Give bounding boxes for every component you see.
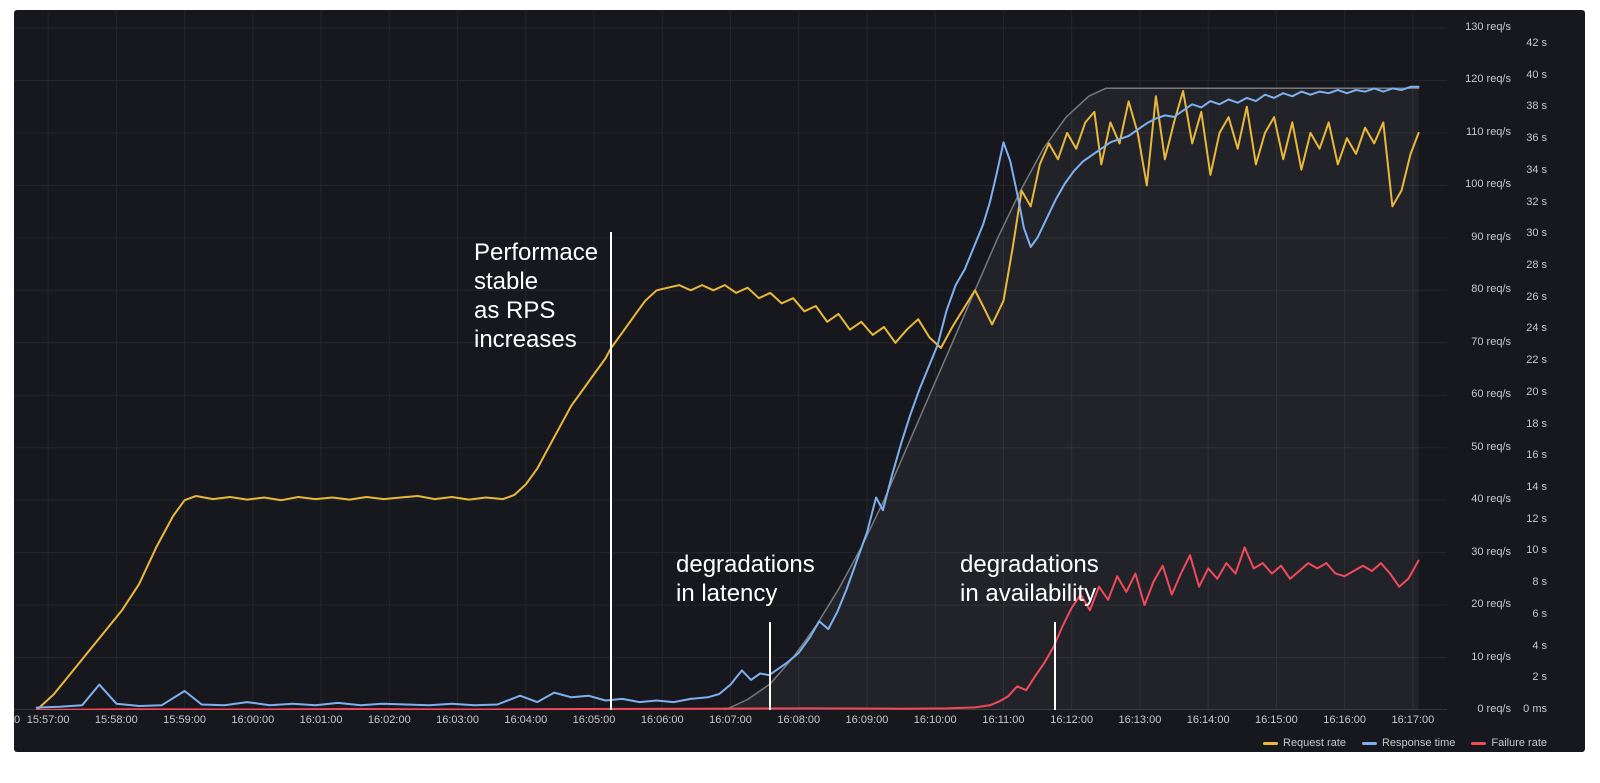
x-tick-label: 16:09:00 bbox=[845, 714, 889, 726]
y-tick-label: 2 s bbox=[1532, 671, 1547, 684]
y-tick-label: 28 s bbox=[1526, 259, 1547, 271]
chart-plot-area[interactable]: Performace stable as RPS increases degradati… bbox=[14, 10, 1447, 710]
y-tick-label: 130 req/s bbox=[1465, 21, 1511, 33]
x-axis: 0 15:57:00 15:58:00 15:59:00 16:00:00 16:01:0… bbox=[14, 714, 1474, 730]
x-tick-label: 15:58:00 bbox=[94, 714, 138, 726]
y-tick-label: 34 s bbox=[1526, 163, 1547, 176]
x-tick-label: 15:59:00 bbox=[163, 714, 207, 726]
timeseries-chart bbox=[14, 10, 1447, 710]
y-tick-label: 38 s bbox=[1526, 100, 1547, 113]
legend-label: Request rate bbox=[1283, 737, 1346, 749]
y-tick-label: 0 req/s bbox=[1477, 703, 1511, 715]
y-tick-label: 24 s bbox=[1526, 322, 1547, 335]
legend-item[interactable]: Failure rate bbox=[1471, 737, 1547, 749]
y-tick-label: 6 s bbox=[1532, 607, 1547, 620]
legend-label: Failure rate bbox=[1491, 737, 1547, 749]
x-tick-label: 16:13:00 bbox=[1118, 714, 1162, 726]
x-tick-label: 16:01:00 bbox=[299, 714, 343, 726]
x-tick-label: 16:08:00 bbox=[777, 714, 821, 726]
legend: Request rate Response time Failure rate bbox=[1263, 737, 1547, 749]
series-request-rate bbox=[35, 90, 1420, 710]
x-tick-label: 16:07:00 bbox=[709, 714, 752, 726]
y-tick-label: 90 req/s bbox=[1471, 230, 1511, 243]
metrics-panel: Performace stable as RPS increases degradati… bbox=[14, 10, 1585, 752]
x-tick-label: 16:10:00 bbox=[913, 714, 957, 726]
series-response-time bbox=[35, 85, 1420, 709]
x-tick-label: 16:04:00 bbox=[504, 714, 548, 726]
x-tick-label: 0 bbox=[14, 714, 21, 726]
y-tick-label: 18 s bbox=[1526, 417, 1547, 430]
y-tick-label: 110 req/s bbox=[1465, 125, 1511, 138]
legend-swatch bbox=[1263, 741, 1278, 745]
x-tick-label: 16:06:00 bbox=[640, 714, 684, 726]
y-tick-label: 14 s bbox=[1526, 481, 1547, 493]
legend-swatch bbox=[1361, 741, 1377, 745]
x-tick-label: 16:11:00 bbox=[982, 714, 1025, 726]
x-tick-label: 16:03:00 bbox=[436, 714, 479, 726]
y-tick-label: 8 s bbox=[1532, 576, 1547, 589]
legend-label: Response time bbox=[1381, 737, 1456, 749]
y-tick-label: 30 req/s bbox=[1471, 545, 1511, 558]
y-tick-label: 22 s bbox=[1526, 354, 1547, 367]
y-tick-label: 36 s bbox=[1526, 132, 1547, 145]
series-fill bbox=[724, 88, 1419, 710]
series-failure-rate bbox=[35, 546, 1420, 710]
x-tick-label: 16:17:00 bbox=[1391, 714, 1435, 726]
y-tick-label: 70 req/s bbox=[1471, 335, 1511, 348]
y-tick-label: 20 s bbox=[1526, 385, 1547, 398]
y-tick-label: 20 req/s bbox=[1471, 598, 1511, 611]
y-tick-label: 50 req/s bbox=[1471, 440, 1511, 453]
legend-item[interactable]: Request rate bbox=[1263, 737, 1346, 749]
x-tick-label: 16:12:00 bbox=[1050, 714, 1094, 726]
y-tick-label: 26 s bbox=[1526, 290, 1547, 303]
y-tick-label: 12 s bbox=[1526, 512, 1547, 525]
y-tick-label: 80 req/s bbox=[1471, 283, 1511, 296]
y-tick-label: 120 req/s bbox=[1465, 73, 1511, 86]
y-tick-label: 30 s bbox=[1526, 227, 1547, 240]
legend-swatch bbox=[1471, 741, 1487, 745]
y-tick-label: 40 s bbox=[1526, 68, 1547, 81]
y-tick-label: 4 s bbox=[1532, 639, 1547, 652]
y-tick-label: 16 s bbox=[1526, 449, 1547, 462]
x-tick-label: 16:00:00 bbox=[231, 714, 275, 726]
y-axis-request-rate: 130 req/s 120 req/s 110 req/s 100 req/s 90 r… bbox=[1451, 10, 1511, 752]
x-tick-label: 16:16:00 bbox=[1323, 714, 1367, 726]
y-tick-label: 40 req/s bbox=[1471, 493, 1511, 506]
x-tick-label: 16:02:00 bbox=[367, 714, 411, 726]
y-tick-label: 10 req/s bbox=[1471, 650, 1511, 663]
y-tick-label: 10 s bbox=[1526, 544, 1547, 557]
y-tick-label: 100 req/s bbox=[1465, 178, 1511, 191]
x-tick-label: 16:05:00 bbox=[572, 714, 616, 726]
x-tick-label: 16:15:00 bbox=[1254, 714, 1298, 726]
y-tick-label: 42 s bbox=[1526, 37, 1547, 49]
y-tick-label: 32 s bbox=[1526, 195, 1547, 208]
legend-item[interactable]: Response time bbox=[1361, 737, 1456, 749]
x-tick-label: 15:57:00 bbox=[26, 714, 70, 726]
x-tick-label: 16:14:00 bbox=[1186, 714, 1230, 726]
y-tick-label: 0 ms bbox=[1523, 703, 1547, 715]
y-tick-label: 60 req/s bbox=[1471, 388, 1511, 401]
y-axis-response-time: 42 s 40 s 38 s 36 s 34 s 32 s 30 s 28 s 26 s 24 s… bbox=[1515, 10, 1547, 752]
